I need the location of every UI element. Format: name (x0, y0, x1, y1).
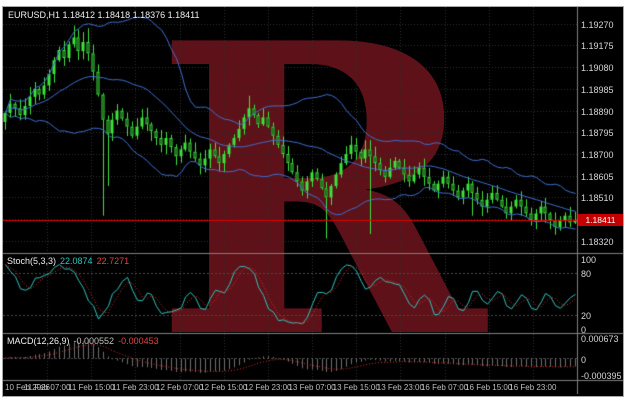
chart-area: R EURUSD,H1 1.18412 1.18418 1.18376 1.18… (3, 7, 623, 394)
price-chart-window: R EURUSD,H1 1.18412 1.18418 1.18376 1.18… (2, 6, 624, 397)
chart-canvas[interactable] (3, 7, 623, 394)
